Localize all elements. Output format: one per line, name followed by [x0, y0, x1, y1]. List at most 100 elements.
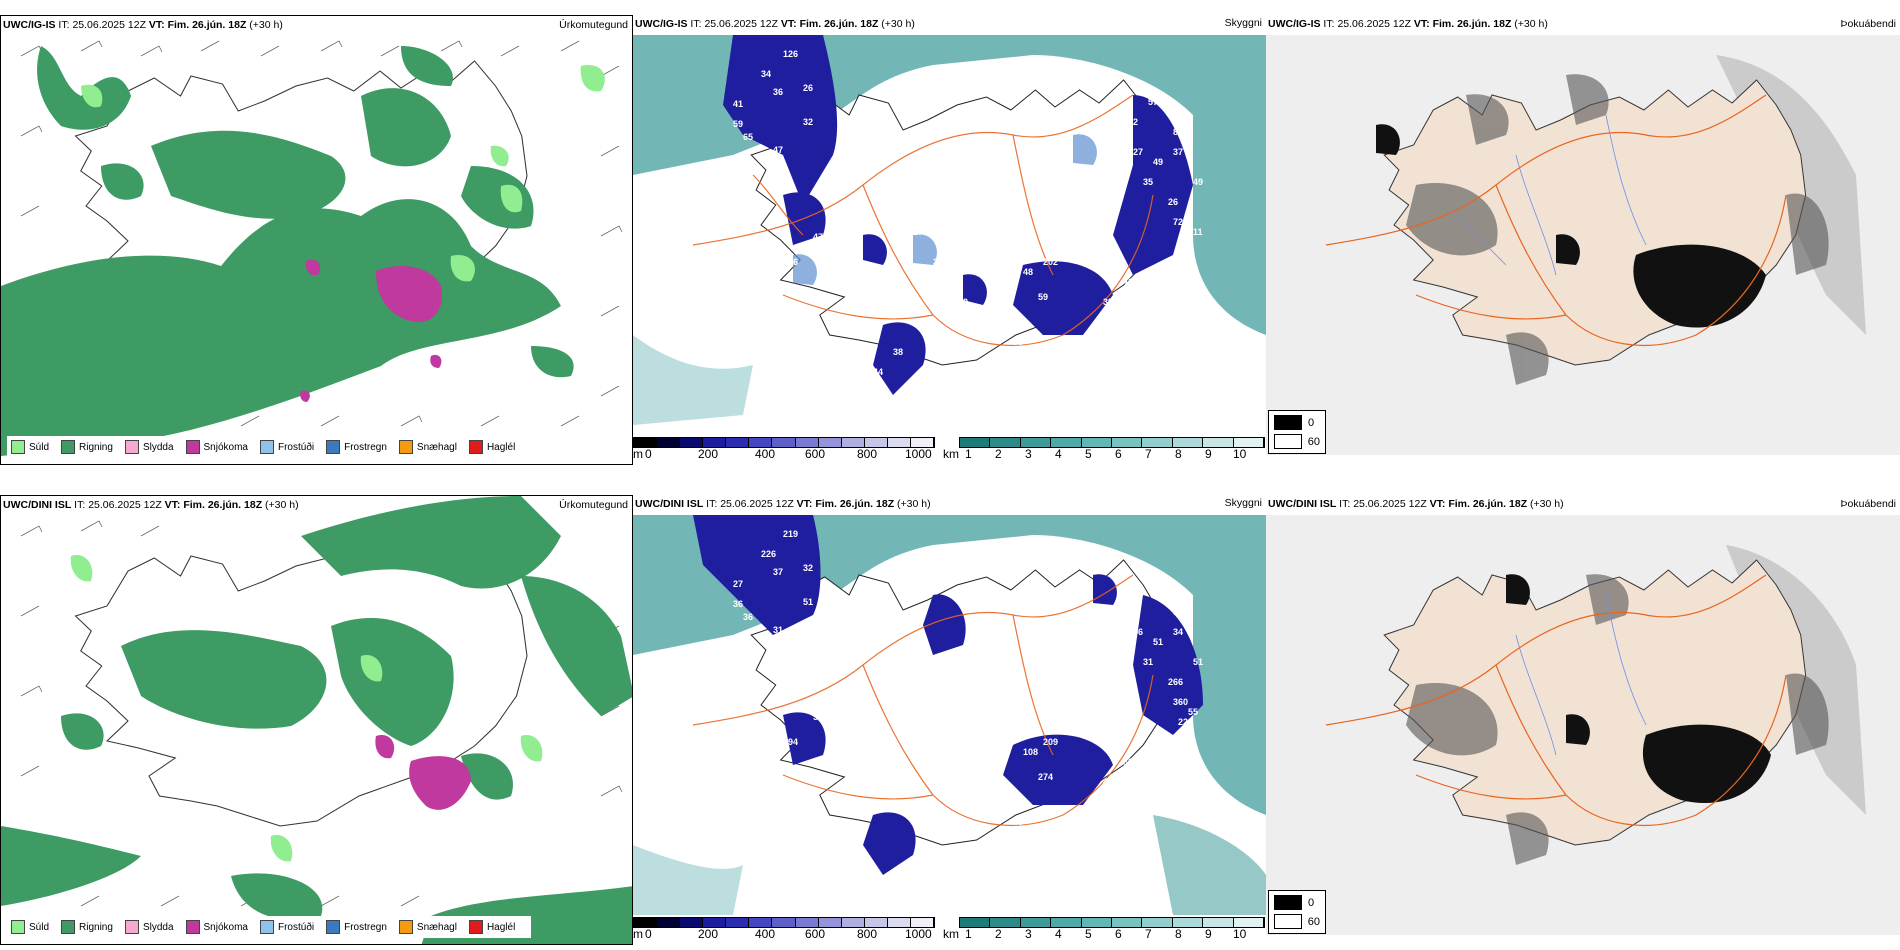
panel-header: UWC/DINI ISL IT: 25.06.2025 12Z VT: Fim.… — [3, 499, 299, 511]
cloud-base-label: 63 — [893, 277, 903, 287]
cloud-base-label: 27 — [1133, 147, 1143, 157]
visibility-unit-label: km — [943, 927, 959, 941]
legend-swatch — [11, 920, 25, 934]
tick-label: 5 — [1085, 447, 1092, 461]
cloud-base-label: 33 — [993, 789, 1003, 799]
cloud-base-label: 126 — [783, 49, 798, 59]
legend-swatch — [398, 440, 413, 454]
tick-label: 200 — [698, 447, 719, 461]
scale-segment — [1112, 438, 1143, 447]
cloud-base-label: 38 — [893, 347, 903, 357]
cloud-base-label: 34 — [761, 69, 771, 79]
cloud-base-label: 72 — [1173, 217, 1183, 227]
cloud-base-label: 52 — [1128, 117, 1138, 127]
tick-label: 800 — [857, 447, 878, 461]
tick-label: 600 — [805, 447, 826, 461]
cloud-base-label: 77 — [853, 257, 863, 267]
tick-label: 10 — [1233, 447, 1247, 461]
cloud-base-label: 394 — [783, 737, 798, 747]
snow-areas — [300, 259, 442, 402]
cloud-base-label: 39 — [993, 227, 1003, 237]
legend-swatch — [326, 920, 341, 934]
cloud-base-label: 43 — [1103, 777, 1113, 787]
scale-segment — [795, 438, 819, 447]
cloud-panel-row2: UWC/DINI ISL IT: 25.06.2025 12Z VT: Fim.… — [633, 495, 1266, 945]
cloud-scale-ticks: m 0 200 400 600 800 1000 — [633, 927, 933, 943]
tick-label: 2 — [995, 927, 1002, 941]
cloud-base-label: 34 — [933, 737, 943, 747]
legend-swatch — [61, 440, 76, 454]
scale-segment — [841, 918, 865, 927]
precip-legend: Súld Rigning Slydda Snjókoma Frostúði Fr… — [7, 916, 532, 938]
cloud-base-label: 28 — [873, 747, 883, 757]
cloud-base-label: 43 — [1013, 817, 1023, 827]
scale-segment — [772, 918, 796, 927]
cloud-base-label: 47 — [813, 232, 823, 242]
panel-header: UWC/IG-IS IT: 25.06.2025 12Z VT: Fim. 26… — [3, 19, 283, 31]
cloud-base-label: 272 — [913, 227, 928, 237]
rain-areas — [1, 46, 574, 456]
scale-segment — [1112, 918, 1143, 927]
tick-label: 7 — [1145, 447, 1152, 461]
cloud-base-label: 63 — [1128, 597, 1138, 607]
fog-map — [1266, 35, 1900, 455]
tick-label: 9 — [1205, 927, 1212, 941]
scale-segment — [1051, 438, 1082, 447]
cloud-base-label: 42 — [873, 267, 883, 277]
cloud-base-label: 229 — [1178, 717, 1193, 727]
legend-item: Snæhagl — [398, 920, 457, 934]
cloud-base-label: 26 — [1168, 197, 1178, 207]
low-cloud-areas — [723, 35, 1193, 395]
scale-segment — [864, 918, 888, 927]
scale-segment — [680, 438, 704, 447]
cloud-base-label: 136 — [783, 257, 798, 267]
scale-segment — [818, 438, 842, 447]
scale-segment — [634, 438, 658, 447]
cloud-base-label: 59 — [1038, 292, 1048, 302]
scale-segment — [990, 918, 1021, 927]
visibility-scale-bar — [959, 437, 1265, 448]
cloud-base-label: 85 — [1053, 817, 1063, 827]
cloud-base-label: 39 — [933, 327, 943, 337]
cloud-base-label: 59 — [733, 119, 743, 129]
lighter-cloud-areas — [793, 134, 1097, 285]
scale-segment — [749, 438, 773, 447]
panel-header: UWC/IG-IS IT: 25.06.2025 12Z VT: Fim. 26… — [635, 18, 915, 30]
scale-segment — [1020, 918, 1052, 927]
tick-label: 4 — [1055, 927, 1062, 941]
cloud-base-label: 55 — [1188, 707, 1198, 717]
legend-item: Frostregn — [326, 920, 387, 934]
cloud-base-label: 47 — [773, 145, 783, 155]
panel-header: UWC/IG-IS IT: 25.06.2025 12Z VT: Fim. 26… — [1268, 18, 1548, 30]
fog-dark-areas — [1376, 124, 1766, 328]
cloud-base-label: 581 — [813, 712, 828, 722]
legend-swatch — [11, 440, 25, 454]
cloud-base-label: 62 — [858, 772, 868, 782]
cloud-base-label: 30 — [1123, 757, 1133, 767]
tick-label: 4 — [1055, 447, 1062, 461]
scale-segment — [1051, 918, 1082, 927]
precip-map — [1, 496, 632, 944]
scale-segment — [703, 438, 727, 447]
cloud-scale-ticks: m 0 200 400 600 800 1000 — [633, 447, 933, 463]
legend-item: Snæhagl — [398, 440, 457, 454]
scale-segment — [657, 438, 681, 447]
scale-segment — [1020, 438, 1052, 447]
scale-segment — [887, 918, 911, 927]
cloud-base-label: 44 — [833, 687, 843, 697]
cloud-base-label: 45 — [853, 737, 863, 747]
precip-panel-row1: UWC/IG-IS IT: 25.06.2025 12Z VT: Fim. 26… — [0, 15, 633, 465]
legend-swatch — [124, 440, 139, 454]
legend-swatch — [468, 920, 483, 934]
tick-label: 400 — [755, 447, 776, 461]
fog-legend: 0 60 — [1268, 410, 1326, 454]
panel-title: Skyggni — [1224, 497, 1262, 509]
cloud-base-label: 87 — [1173, 127, 1183, 137]
scale-segment — [1081, 918, 1113, 927]
cloud-panel-row1: UWC/IG-IS IT: 25.06.2025 12Z VT: Fim. 26… — [633, 15, 1266, 465]
scale-segment — [1172, 438, 1204, 447]
cloud-base-label: 39 — [1103, 297, 1113, 307]
tick-label: 8 — [1175, 447, 1182, 461]
tick-label: 1000 — [905, 927, 932, 941]
scale-segment — [749, 918, 773, 927]
